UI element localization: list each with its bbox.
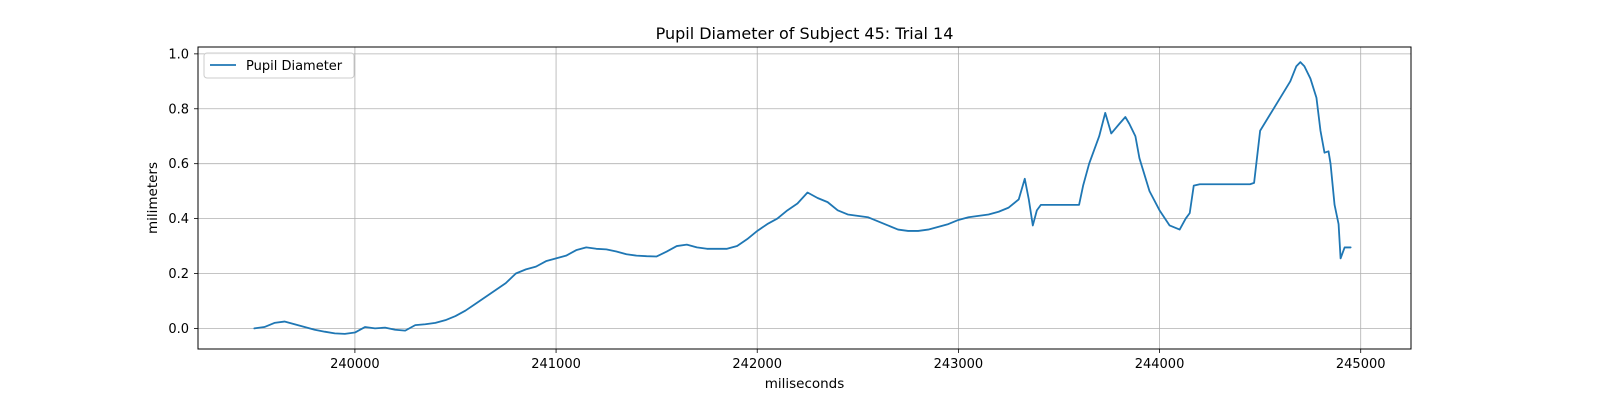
legend: Pupil Diameter <box>203 52 355 79</box>
x-tick-label: 243000 <box>934 357 984 372</box>
y-tick-label: 0.8 <box>168 102 189 117</box>
grid <box>198 47 1411 349</box>
chart-title: Pupil Diameter of Subject 45: Trial 14 <box>656 24 954 43</box>
x-tick-label: 240000 <box>330 357 380 372</box>
legend-box <box>203 52 355 79</box>
x-tick-label: 241000 <box>531 357 581 372</box>
y-tick-label: 0.0 <box>168 322 189 337</box>
x-tick-label: 242000 <box>732 357 782 372</box>
x-tick-label: 244000 <box>1135 357 1185 372</box>
y-tick-label: 0.6 <box>168 157 189 172</box>
legend-label: Pupil Diameter <box>246 59 343 74</box>
series-layer <box>253 61 1352 335</box>
y-tick-label: 1.0 <box>168 47 189 62</box>
y-tick-label: 0.4 <box>168 212 189 227</box>
y-tick-label: 0.2 <box>168 267 189 282</box>
plot-frame <box>197 46 1412 350</box>
y-axis-label: milimeters <box>145 162 161 234</box>
series-line-pupil-diameter <box>253 61 1352 335</box>
ticks: 240000 241000 242000 243000 244000 245000 0.0 0… <box>168 47 1385 372</box>
x-axis-label: miliseconds <box>765 376 845 392</box>
x-tick-label: 245000 <box>1336 357 1386 372</box>
